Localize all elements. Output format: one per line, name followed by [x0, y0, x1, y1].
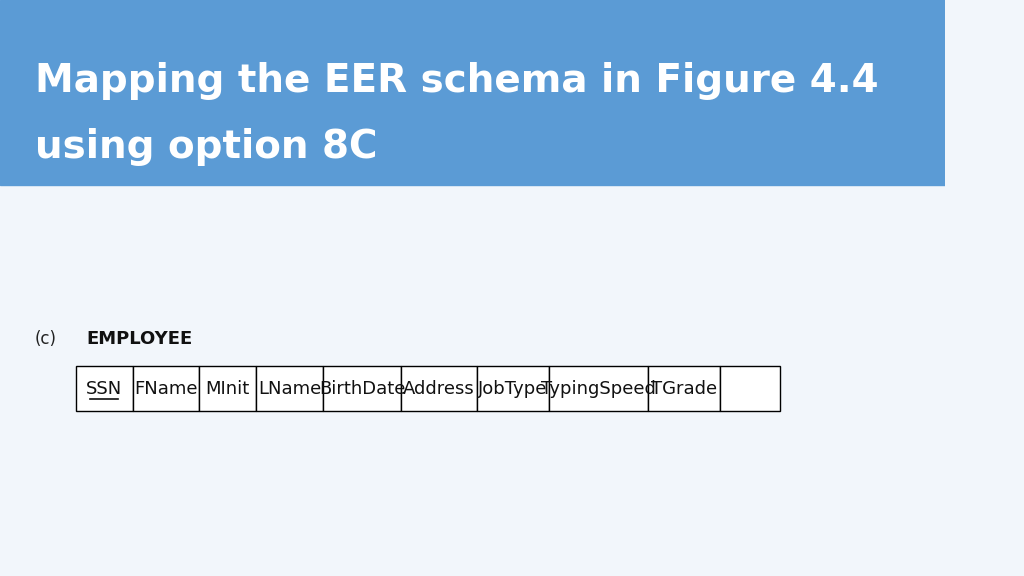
Bar — [0, 0, 944, 185]
Text: (c): (c) — [35, 330, 57, 348]
Text: EMPLOYEE: EMPLOYEE — [87, 330, 193, 348]
Bar — [648, 366, 721, 411]
Text: Address: Address — [403, 380, 475, 397]
Text: JobType: JobType — [478, 380, 548, 397]
Bar — [549, 366, 648, 411]
Text: BirthDate: BirthDate — [318, 380, 406, 397]
Bar — [133, 366, 200, 411]
Text: MInit: MInit — [206, 380, 250, 397]
Text: using option 8C: using option 8C — [35, 128, 378, 166]
Bar — [721, 366, 780, 411]
Text: TypingSpeed: TypingSpeed — [542, 380, 656, 397]
Bar — [323, 366, 401, 411]
Bar — [401, 366, 477, 411]
Text: SSN: SSN — [86, 380, 122, 397]
Text: LName: LName — [258, 380, 322, 397]
Bar — [256, 366, 323, 411]
Bar — [0, 185, 944, 576]
Bar — [477, 366, 549, 411]
Bar — [200, 366, 256, 411]
Text: TGrade: TGrade — [651, 380, 718, 397]
Text: Mapping the EER schema in Figure 4.4: Mapping the EER schema in Figure 4.4 — [35, 62, 879, 100]
Text: FName: FName — [134, 380, 198, 397]
Bar — [76, 366, 133, 411]
